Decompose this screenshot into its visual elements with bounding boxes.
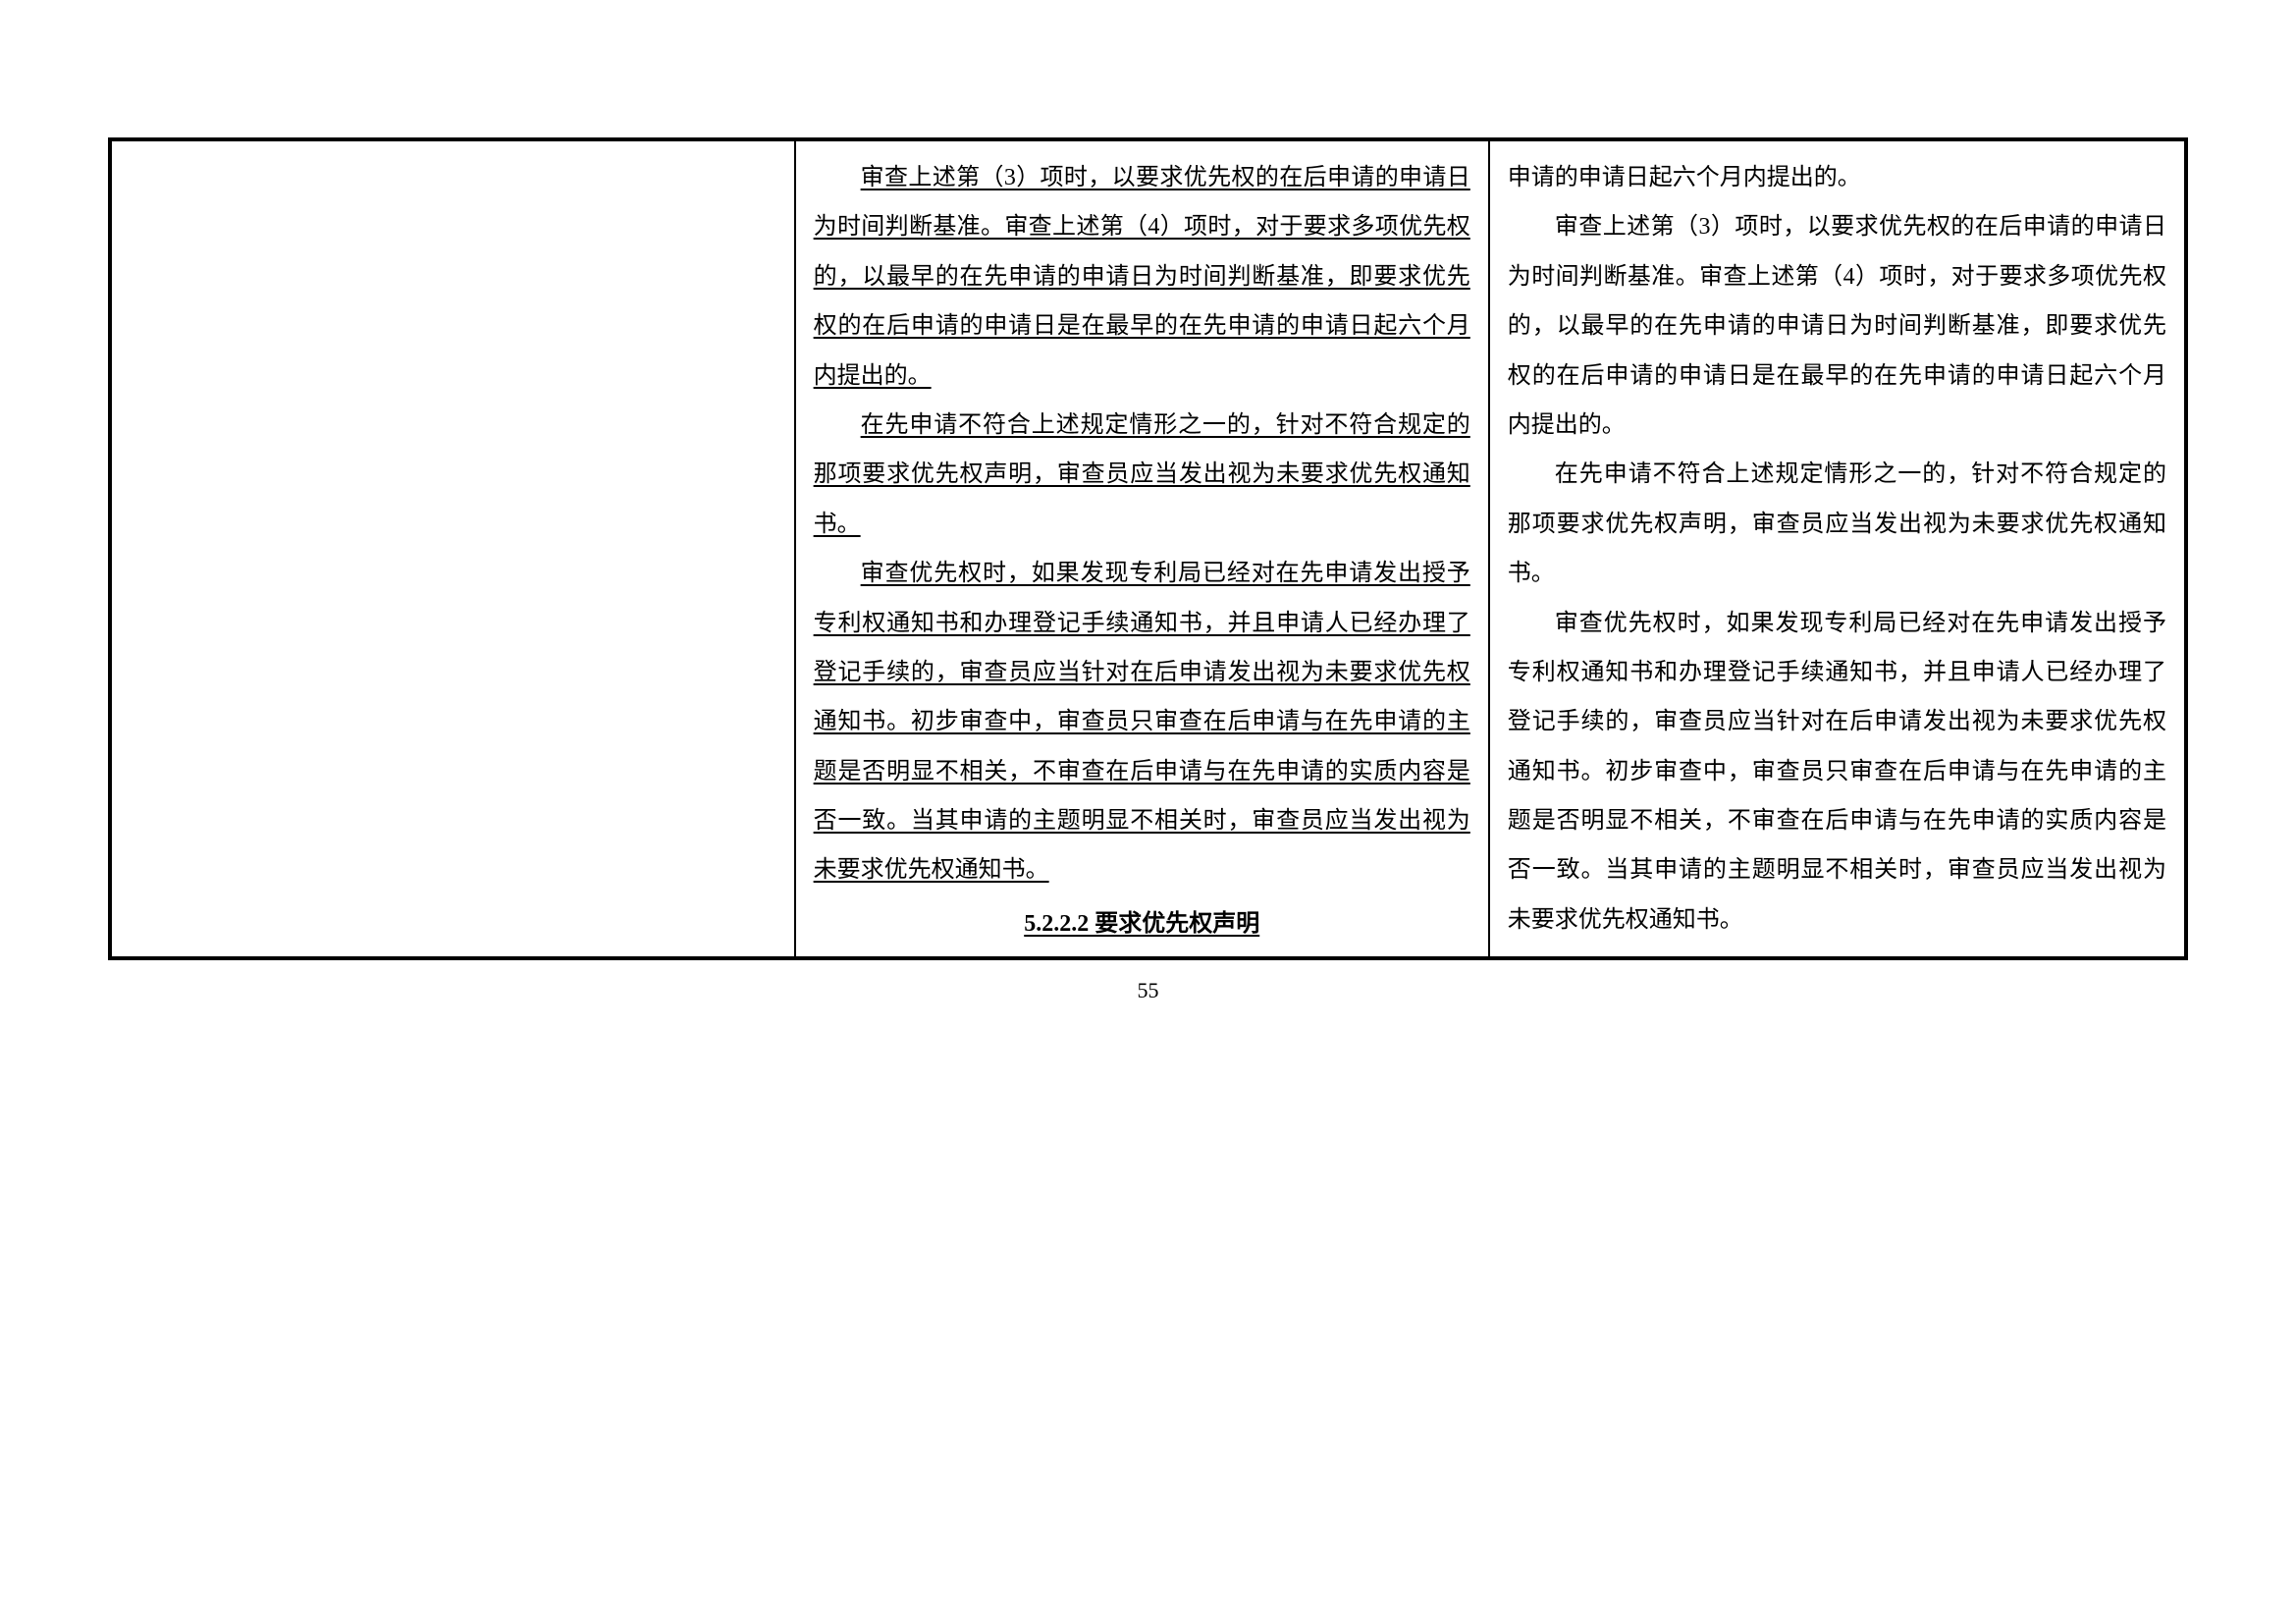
paragraph: 审查上述第（3）项时，以要求优先权的在后申请的申请日为时间判断基准。审查上述第（…	[1508, 202, 2166, 450]
paragraph: 审查上述第（3）项时，以要求优先权的在后申请的申请日为时间判断基准。审查上述第（…	[814, 153, 1470, 401]
table-column-right: 申请的申请日起六个月内提出的。 审查上述第（3）项时，以要求优先权的在后申请的申…	[1490, 141, 2184, 956]
comparison-table: 审查上述第（3）项时，以要求优先权的在后申请的申请日为时间判断基准。审查上述第（…	[108, 137, 2188, 960]
table-column-middle: 审查上述第（3）项时，以要求优先权的在后申请的申请日为时间判断基准。审查上述第（…	[796, 141, 1490, 956]
document-page: 审查上述第（3）项时，以要求优先权的在后申请的申请日为时间判断基准。审查上述第（…	[108, 137, 2188, 1003]
paragraph: 申请的申请日起六个月内提出的。	[1508, 153, 2166, 202]
paragraph: 在先申请不符合上述规定情形之一的，针对不符合规定的那项要求优先权声明，审查员应当…	[1508, 450, 2166, 598]
paragraph: 审查优先权时，如果发现专利局已经对在先申请发出授予专利权通知书和办理登记手续通知…	[814, 549, 1470, 895]
table-column-left	[112, 141, 796, 956]
paragraph: 在先申请不符合上述规定情形之一的，针对不符合规定的那项要求优先权声明，审查员应当…	[814, 401, 1470, 549]
paragraph: 审查优先权时，如果发现专利局已经对在先申请发出授予专利权通知书和办理登记手续通知…	[1508, 599, 2166, 946]
page-number: 55	[108, 978, 2188, 1003]
section-heading: 5.2.2.2 要求优先权声明	[814, 903, 1470, 938]
